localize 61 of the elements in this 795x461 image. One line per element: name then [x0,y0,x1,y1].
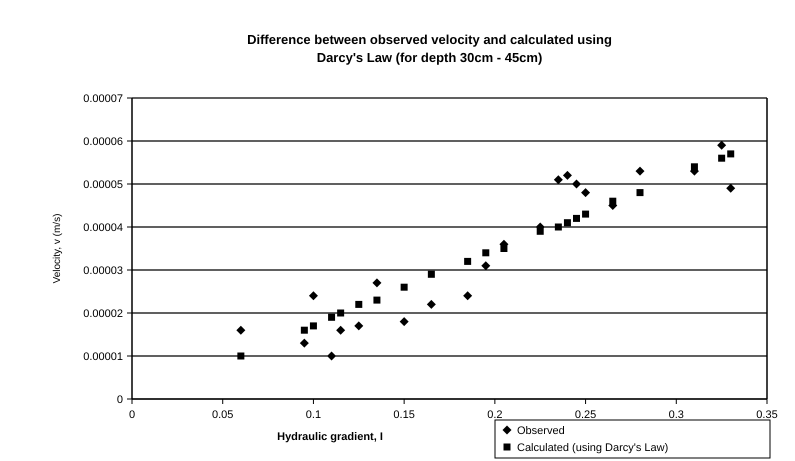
point [726,184,736,193]
point [328,314,336,321]
point [482,249,490,256]
legend-label: Observed [517,425,565,437]
point [536,228,544,235]
point [481,261,490,270]
point [354,321,364,330]
y-tick-label: 0.00007 [83,93,123,105]
point [428,270,435,278]
point [337,310,344,316]
point [718,154,726,162]
x-tick-label: 0 [128,409,136,421]
point [554,175,563,184]
point [336,326,346,335]
x-tick-label: 0.1 [306,409,322,421]
y-tick-label: 0.00001 [83,351,123,363]
point [464,258,472,265]
point [327,352,336,360]
point [581,188,590,198]
point [372,278,382,288]
y-tick-label: 0 [116,394,123,406]
point [554,224,562,230]
point [236,326,246,335]
x-tick-label: 0.3 [668,409,684,421]
x-tick-label: 0.25 [574,409,596,421]
point [500,245,508,252]
chart-title: Difference between observed velocity and calculated using Darcy's Law (for depth 30cm - 45cm) [247,32,612,65]
x-tick-label: 0.05 [212,409,234,421]
y-tick-label: 0.00004 [83,222,123,234]
point [400,284,408,291]
point [573,214,580,222]
point [717,140,726,150]
x-axis-title: Hydraulic gradient, I [277,431,383,443]
point [308,291,318,300]
point [300,338,309,348]
point [310,322,317,330]
point [562,170,572,180]
point [463,291,472,300]
point [564,219,571,226]
point [636,166,644,176]
y-axis-title: Velocity, v (m/s) [52,214,63,284]
point [355,300,362,308]
y-tick-label: 0.00002 [83,308,123,320]
y-tick-label: 0.00006 [83,136,123,148]
x-tick-label: 0.35 [756,409,778,421]
point [426,300,436,309]
point [400,317,409,326]
point [237,352,244,360]
x-tick-label: 0.2 [487,409,503,421]
point [609,198,616,205]
y-tick-label: 0.00005 [83,179,123,191]
y-tick-label: 0.00003 [83,265,123,277]
point [727,150,734,158]
x-tick-label: 0.15 [393,409,415,421]
point [690,163,698,170]
point [373,296,380,304]
point [582,210,590,218]
legend-label: Calculated (using Darcy's Law) [517,442,668,454]
point [572,180,581,188]
point [636,189,644,196]
point [300,326,308,334]
